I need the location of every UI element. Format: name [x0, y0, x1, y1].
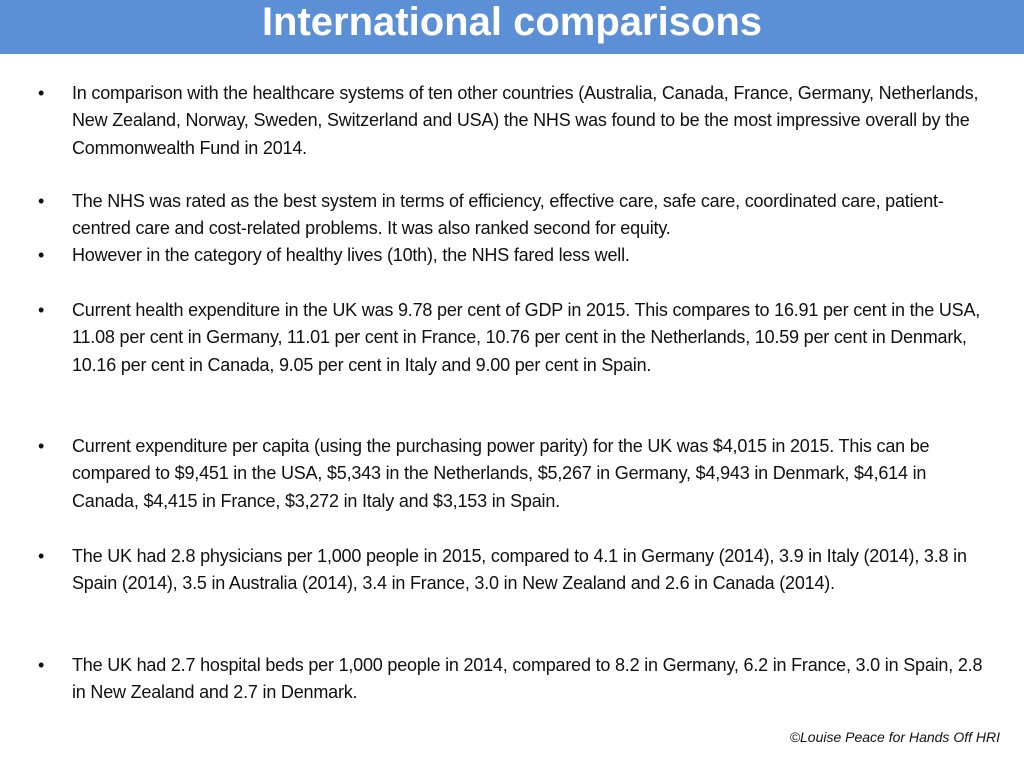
title-bar: [0, 0, 1024, 54]
bullet-text: However in the category of healthy lives…: [72, 245, 630, 265]
bullet-text: The UK had 2.7 hospital beds per 1,000 p…: [72, 655, 983, 703]
bullet-text: Current health expenditure in the UK was…: [72, 300, 981, 375]
bullet: • The UK had 2.7 hospital beds per 1,000 …: [38, 655, 983, 703]
bullet-text: The NHS was rated as the best system in …: [72, 191, 944, 239]
bullet-text: In comparison with the healthcare system…: [72, 83, 979, 158]
bullet: • The NHS was rated as the best system in…: [38, 191, 944, 239]
bullet: • However in the category of healthy live…: [38, 245, 630, 265]
bullet-text: Current expenditure per capita (using th…: [72, 436, 930, 511]
slide-title: International comparisons: [261, 0, 763, 44]
footer-credit: ©Louise Peace for Hands Off HRI: [789, 729, 1000, 745]
bullet-text: The UK had 2.8 physicians per 1,000 peop…: [72, 546, 967, 594]
bullet: • Current expenditure per capita (using t…: [38, 436, 930, 511]
bullet: • The UK had 2.8 physicians per 1,000 peo…: [38, 546, 967, 594]
bullet: • In comparison with the healthcare syste…: [38, 83, 979, 158]
bullet: • Current health expenditure in the UK wa…: [38, 300, 981, 375]
